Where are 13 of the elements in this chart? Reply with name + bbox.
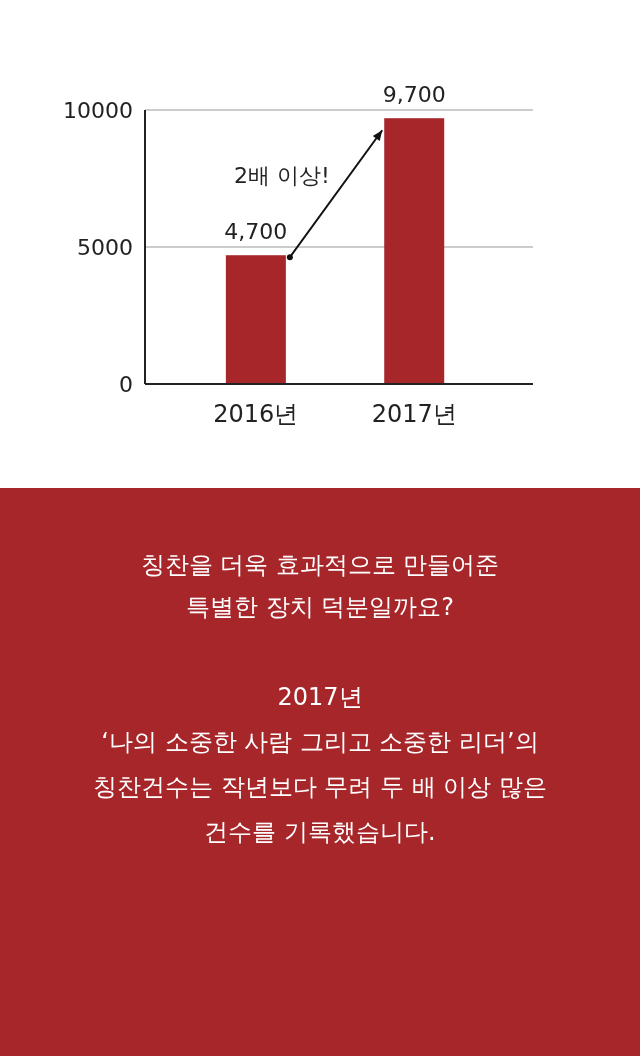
data-label: 9,700 [382,82,446,108]
text: 건수를 기록했습니다. [204,818,436,846]
y-tick-label: 10000 [63,98,133,123]
text: ‘나의 소중한 사람 그리고 소중한 리더’의 [101,728,539,756]
text: 2017년 [277,683,363,711]
text: 칭찬건수는 작년보다 무려 두 배 이상 많은 [93,773,547,801]
text: 칭찬을 더욱 효과적으로 만들어준 [140,551,500,579]
y-tick-label: 0 [119,372,133,397]
data-label: 4,700 [224,219,288,245]
y-tick-label: 5000 [77,235,133,260]
text: 특별한 장치 덕분일까요? [186,593,454,621]
x-tick-label: 2016년 [213,400,299,428]
annotation: 2배 이상! [234,163,330,188]
